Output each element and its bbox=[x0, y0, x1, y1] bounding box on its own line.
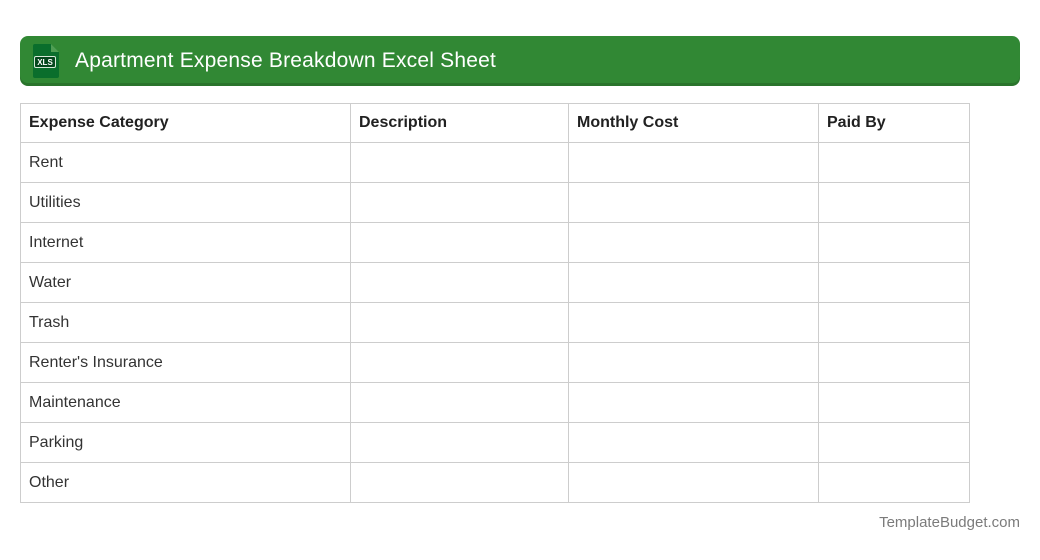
cell-description bbox=[350, 422, 569, 463]
cell-category: Other bbox=[20, 462, 351, 503]
table-row: Rent bbox=[20, 142, 970, 183]
cell-monthly-cost bbox=[568, 422, 819, 463]
cell-category: Water bbox=[20, 262, 351, 303]
column-header-expense-category: Expense Category bbox=[20, 103, 351, 143]
column-header-monthly-cost: Monthly Cost bbox=[568, 103, 819, 143]
cell-description bbox=[350, 302, 569, 343]
cell-description bbox=[350, 342, 569, 383]
cell-description bbox=[350, 142, 569, 183]
cell-description bbox=[350, 222, 569, 263]
column-header-description: Description bbox=[350, 103, 569, 143]
cell-paid-by bbox=[818, 462, 970, 503]
table-row: Water bbox=[20, 262, 970, 303]
cell-monthly-cost bbox=[568, 262, 819, 303]
cell-monthly-cost bbox=[568, 182, 819, 223]
cell-category: Rent bbox=[20, 142, 351, 183]
table-row: Other bbox=[20, 462, 970, 503]
table-row: Utilities bbox=[20, 182, 970, 223]
cell-paid-by bbox=[818, 422, 970, 463]
cell-description bbox=[350, 462, 569, 503]
cell-monthly-cost bbox=[568, 342, 819, 383]
page-title: Apartment Expense Breakdown Excel Sheet bbox=[75, 49, 497, 72]
cell-monthly-cost bbox=[568, 462, 819, 503]
cell-monthly-cost bbox=[568, 302, 819, 343]
expense-table: Expense Category Description Monthly Cos… bbox=[20, 103, 970, 503]
cell-paid-by bbox=[818, 302, 970, 343]
site-watermark: TemplateBudget.com bbox=[879, 514, 1020, 531]
table-row: Trash bbox=[20, 302, 970, 343]
cell-description bbox=[350, 182, 569, 223]
table-row: Maintenance bbox=[20, 382, 970, 423]
xls-badge-text: XLS bbox=[37, 58, 53, 67]
cell-paid-by bbox=[818, 262, 970, 303]
cell-paid-by bbox=[818, 142, 970, 183]
title-bar: XLS Apartment Expense Breakdown Excel Sh… bbox=[20, 36, 1020, 86]
cell-category: Utilities bbox=[20, 182, 351, 223]
cell-monthly-cost bbox=[568, 142, 819, 183]
table-row: Internet bbox=[20, 222, 970, 263]
cell-monthly-cost bbox=[568, 222, 819, 263]
cell-category: Renter's Insurance bbox=[20, 342, 351, 383]
xls-file-icon: XLS bbox=[33, 44, 59, 78]
cell-paid-by bbox=[818, 182, 970, 223]
cell-description bbox=[350, 262, 569, 303]
cell-paid-by bbox=[818, 342, 970, 383]
cell-category: Maintenance bbox=[20, 382, 351, 423]
cell-description bbox=[350, 382, 569, 423]
table-row: Parking bbox=[20, 422, 970, 463]
column-header-paid-by: Paid By bbox=[818, 103, 970, 143]
cell-paid-by bbox=[818, 382, 970, 423]
cell-category: Internet bbox=[20, 222, 351, 263]
table-header-row: Expense Category Description Monthly Cos… bbox=[20, 103, 970, 143]
cell-paid-by bbox=[818, 222, 970, 263]
cell-monthly-cost bbox=[568, 382, 819, 423]
cell-category: Trash bbox=[20, 302, 351, 343]
table-row: Renter's Insurance bbox=[20, 342, 970, 383]
cell-category: Parking bbox=[20, 422, 351, 463]
